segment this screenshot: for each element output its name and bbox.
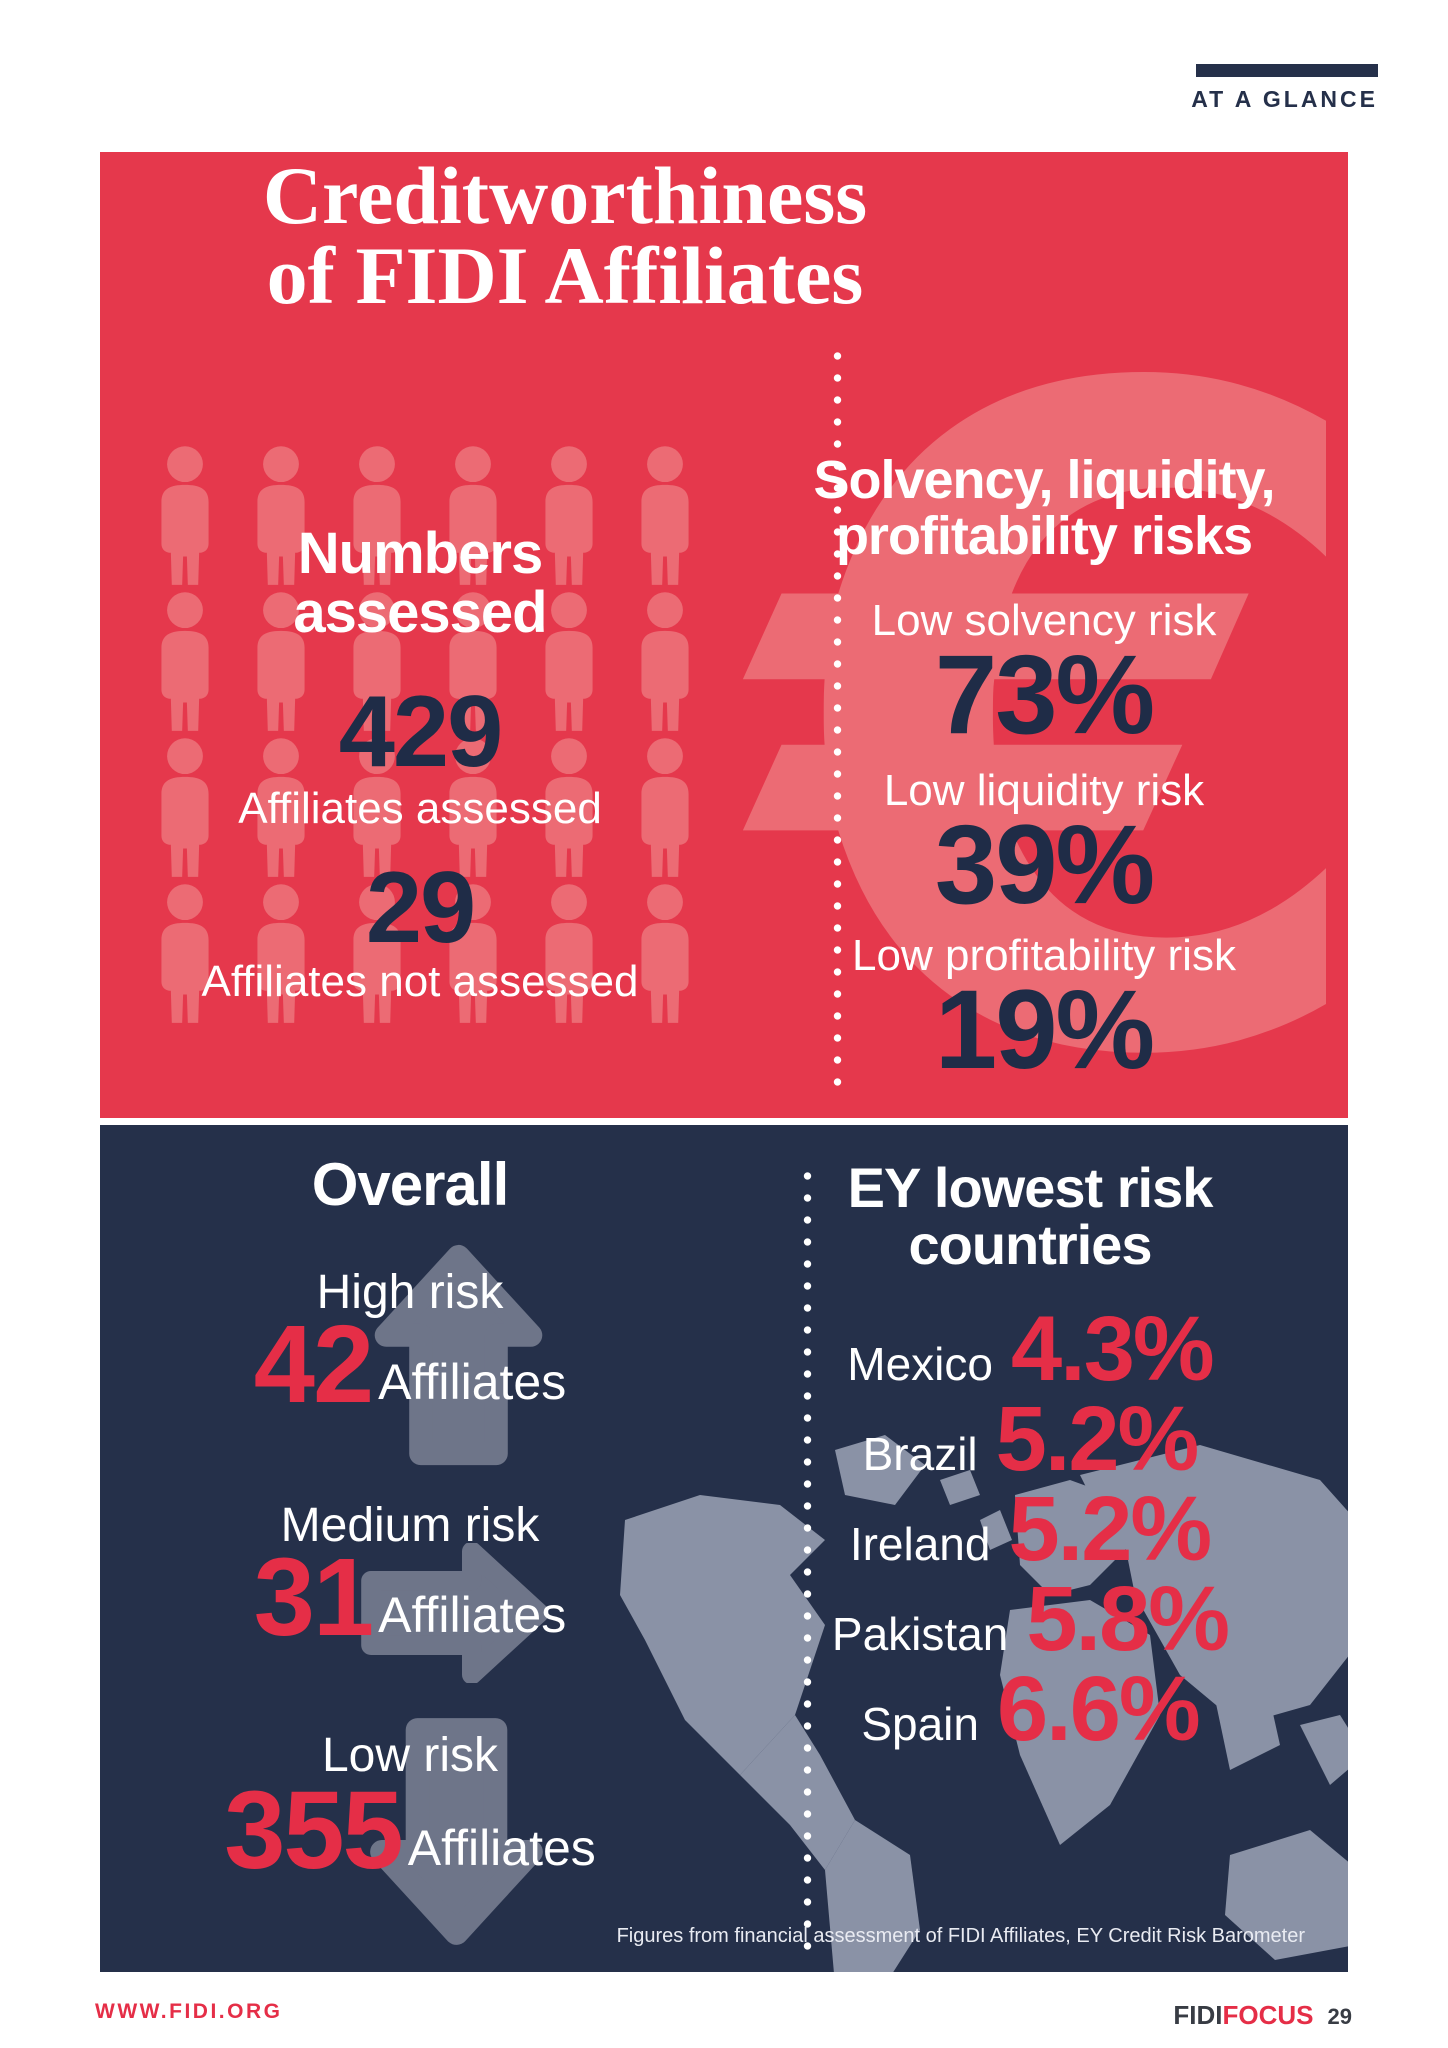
euro-watermark-icon: €: [760, 206, 1348, 1119]
country-value: 4.3%: [1011, 1298, 1215, 1400]
footer-brand-fidi: FIDI: [1173, 2000, 1223, 2030]
risk-value-profitability: 19%: [934, 967, 1155, 1092]
person-icon: [632, 883, 698, 1025]
kicker-bar: [1196, 64, 1378, 77]
person-icon: [536, 591, 602, 733]
person-icon: [440, 737, 506, 879]
footer-brand: FIDIFOCUS 29: [1173, 2000, 1352, 2031]
person-icon: [632, 737, 698, 879]
ey-heading-line2: countries: [908, 1213, 1152, 1276]
low-risk-suffix: Affiliates: [407, 1820, 596, 1876]
high-risk-suffix: Affiliates: [378, 1354, 567, 1410]
person-icon: [536, 883, 602, 1025]
person-icon: [248, 591, 314, 733]
ey-heading: EY lowest risk countries: [740, 1159, 1320, 1273]
high-risk-value: 42: [253, 1303, 374, 1426]
country-row-pakistan: Pakistan 5.8%: [740, 1567, 1320, 1670]
country-row-spain: Spain 6.6%: [740, 1657, 1320, 1760]
medium-risk-label: Medium risk: [280, 1499, 540, 1552]
medium-risk-row: 31 Affiliates: [100, 1536, 720, 1659]
person-icon: [632, 445, 698, 587]
high-risk-label: High risk: [316, 1266, 504, 1319]
person-icon: [344, 883, 410, 1025]
risk-label-profitability: Low profitability risk: [852, 931, 1236, 980]
country-name: Mexico: [847, 1338, 993, 1390]
person-icon: [440, 883, 506, 1025]
numbers-assessed-heading-line2: assessed: [293, 580, 547, 645]
person-icon: [344, 445, 410, 587]
dotted-divider: [803, 1165, 812, 1955]
page-title: Creditworthiness of FIDI Affiliates: [100, 152, 1030, 321]
country-row-ireland: Ireland 5.2%: [740, 1477, 1320, 1580]
low-risk-label: Low risk: [321, 1729, 499, 1782]
person-icon: [248, 883, 314, 1025]
numbers-assessed-heading: Numbers assessed: [100, 524, 740, 642]
country-value: 5.2%: [1008, 1478, 1212, 1580]
navy-panel: Overall High risk 42 Affiliates Medium r…: [100, 1125, 1348, 1972]
country-name: Ireland: [849, 1518, 991, 1570]
assessed-value: 429: [338, 676, 504, 788]
person-icon: [152, 591, 218, 733]
person-icon: [248, 737, 314, 879]
medium-risk-value: 31: [253, 1536, 374, 1659]
country-value: 5.8%: [1026, 1568, 1230, 1670]
risks-heading: Solvency, liquidity, profitability risks: [740, 452, 1348, 564]
numbers-assessed-heading-line1: Numbers: [297, 521, 543, 586]
page-title-line1: Creditworthiness: [262, 152, 868, 241]
country-name: Spain: [861, 1698, 979, 1750]
up-arrow-icon: [367, 1240, 550, 1470]
person-icon: [344, 591, 410, 733]
low-risk-row: 355 Affiliates: [100, 1769, 720, 1892]
person-icon: [536, 737, 602, 879]
footer-url: WWW.FIDI.ORG: [95, 2000, 283, 2023]
not-assessed-label: Affiliates not assessed: [201, 957, 639, 1006]
person-icon: [344, 737, 410, 879]
assessed-label: Affiliates assessed: [238, 784, 602, 833]
low-risk-value: 355: [224, 1769, 404, 1892]
medium-risk-suffix: Affiliates: [378, 1587, 567, 1643]
page-title-line2: of FIDI Affiliates: [266, 230, 864, 321]
country-name: Brazil: [862, 1428, 978, 1480]
country-row-brazil: Brazil 5.2%: [740, 1387, 1320, 1490]
risk-value-liquidity: 39%: [934, 802, 1155, 927]
person-icon: [248, 445, 314, 587]
footnote: Figures from financial assessment of FID…: [616, 1925, 1305, 1947]
person-icon: [152, 737, 218, 879]
risks-heading-line1: Solvency, liquidity,: [813, 450, 1275, 510]
overall-heading: Overall: [311, 1151, 509, 1218]
right-arrow-icon: [340, 1543, 570, 1683]
risks-heading-line2: profitability risks: [835, 506, 1253, 566]
risk-label-liquidity: Low liquidity risk: [883, 766, 1205, 815]
person-icon: [152, 445, 218, 587]
risk-label-solvency: Low solvency risk: [871, 596, 1217, 645]
kicker: AT A GLANCE: [1191, 64, 1378, 113]
country-list: Mexico 4.3% Brazil 5.2% Ireland 5.2% Pak…: [740, 1297, 1320, 1760]
down-arrow-icon: [360, 1713, 553, 1950]
high-risk-row: 42 Affiliates: [100, 1303, 720, 1426]
person-icon: [440, 445, 506, 587]
risk-value-solvency: 73%: [934, 632, 1155, 757]
person-icon: [632, 591, 698, 733]
country-value: 5.2%: [995, 1388, 1200, 1490]
person-icon: [152, 883, 218, 1025]
world-map-background: [620, 1435, 1348, 1972]
red-panel: €: [100, 152, 1348, 1118]
country-name: Pakistan: [831, 1608, 1009, 1660]
person-icon: [440, 591, 506, 733]
person-icon: [536, 445, 602, 587]
ey-heading-line1: EY lowest risk: [847, 1156, 1214, 1219]
not-assessed-value: 29: [365, 852, 476, 964]
footer-page-number: 29: [1327, 2004, 1352, 2029]
dotted-divider: [833, 345, 842, 1090]
people-pictogram-grid: [152, 445, 698, 1025]
kicker-label: AT A GLANCE: [1191, 86, 1378, 112]
footer-brand-focus: FOCUS: [1222, 2000, 1314, 2030]
country-value: 6.6%: [996, 1658, 1201, 1760]
country-row-mexico: Mexico 4.3%: [740, 1297, 1320, 1400]
